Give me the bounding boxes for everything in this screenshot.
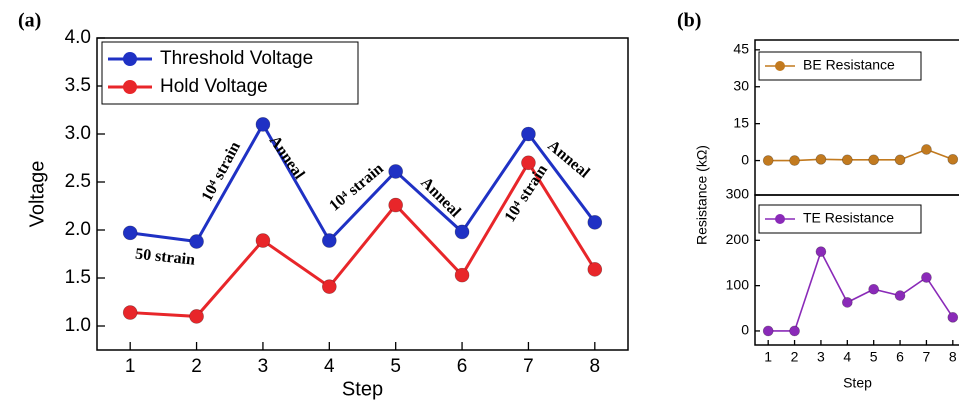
- data-point: [789, 155, 800, 166]
- legend-marker: [775, 214, 785, 224]
- y-tick-label: 3.5: [65, 75, 91, 96]
- data-point: [762, 155, 774, 166]
- data-point: [189, 234, 204, 249]
- x-tick-label: 6: [896, 348, 904, 364]
- y-tick-label: 100: [726, 276, 750, 292]
- y-tick-label: 30: [733, 77, 749, 93]
- data-point: [789, 325, 800, 337]
- y-axis-label: Resistance (kΩ): [694, 145, 710, 245]
- x-tick-label: 7: [523, 356, 534, 377]
- y-tick-label: 3.0: [65, 123, 91, 144]
- x-tick-label: 4: [843, 348, 851, 364]
- legend-marker: [775, 61, 785, 71]
- data-point: [255, 233, 271, 248]
- data-point: [189, 309, 204, 324]
- x-tick-label: 2: [791, 348, 799, 364]
- annotation: 10⁴ strain: [326, 160, 387, 215]
- y-tick-label: 4.0: [65, 27, 91, 48]
- legend-marker: [123, 52, 137, 66]
- x-tick-label: 4: [324, 356, 335, 377]
- data-point: [947, 312, 959, 323]
- data-point: [921, 144, 932, 155]
- x-tick-label: 5: [390, 356, 401, 377]
- data-point: [894, 290, 906, 301]
- annotation: Anneal: [266, 133, 308, 183]
- legend-label: TE Resistance: [803, 210, 894, 226]
- x-tick-label: 1: [764, 348, 772, 364]
- y-tick-label: 0: [741, 322, 749, 338]
- x-tick-label: 1: [125, 356, 136, 377]
- x-tick-label: 7: [923, 348, 931, 364]
- legend-box: [101, 41, 359, 105]
- data-point: [322, 279, 337, 294]
- y-axis-label: Voltage: [26, 161, 48, 228]
- y-tick-label: 45: [733, 41, 749, 57]
- data-point: [947, 154, 959, 165]
- series-line: [129, 121, 597, 244]
- legend-label: Hold Voltage: [160, 76, 268, 97]
- y-tick-label: 0: [741, 151, 749, 167]
- data-point: [388, 197, 403, 213]
- data-point: [454, 267, 470, 283]
- x-tick-label: 3: [258, 356, 269, 377]
- data-point: [521, 126, 536, 142]
- legend-marker: [123, 80, 137, 94]
- y-tick-label: 2.5: [65, 171, 91, 192]
- y-tick-label: 2.0: [65, 219, 91, 240]
- data-point: [255, 117, 271, 132]
- x-tick-label: 6: [457, 356, 468, 377]
- data-point: [122, 225, 138, 241]
- annotation: 50 strain: [134, 246, 196, 269]
- y-tick-label: 200: [726, 231, 750, 247]
- y-tick-label: 15: [733, 114, 749, 130]
- x-axis-label: Step: [843, 375, 872, 391]
- plot-frame: [754, 194, 959, 346]
- plot-frame: [96, 37, 629, 351]
- x-tick-label: 8: [590, 356, 601, 377]
- data-point: [815, 154, 827, 165]
- series-line: [768, 249, 954, 332]
- y-tick-label: 1.5: [65, 267, 91, 288]
- legend-label: BE Resistance: [803, 57, 895, 73]
- data-point: [842, 154, 853, 166]
- panel-label: (b): [677, 10, 701, 32]
- y-tick-label: 300: [726, 186, 750, 202]
- data-point: [868, 283, 879, 295]
- x-tick-label: 5: [870, 348, 878, 364]
- data-point: [322, 233, 337, 248]
- x-tick-label: 2: [191, 356, 202, 377]
- data-point: [521, 155, 536, 171]
- data-point: [388, 164, 403, 179]
- panel-label: (a): [18, 10, 41, 32]
- data-point: [868, 154, 879, 166]
- x-axis-label: Step: [342, 378, 383, 400]
- series-line: [130, 159, 597, 318]
- x-tick-label: 8: [949, 348, 957, 364]
- data-point: [894, 154, 906, 166]
- y-tick-label: 1.0: [65, 315, 91, 336]
- data-point: [587, 215, 603, 230]
- data-point: [762, 325, 774, 337]
- annotation: Anneal: [544, 137, 593, 182]
- data-point: [842, 297, 853, 308]
- data-point: [587, 262, 603, 277]
- data-point: [815, 246, 827, 257]
- data-point: [454, 224, 470, 240]
- x-tick-label: 3: [817, 348, 825, 364]
- data-point: [122, 305, 138, 320]
- legend-label: Threshold Voltage: [160, 48, 313, 69]
- data-point: [921, 272, 932, 283]
